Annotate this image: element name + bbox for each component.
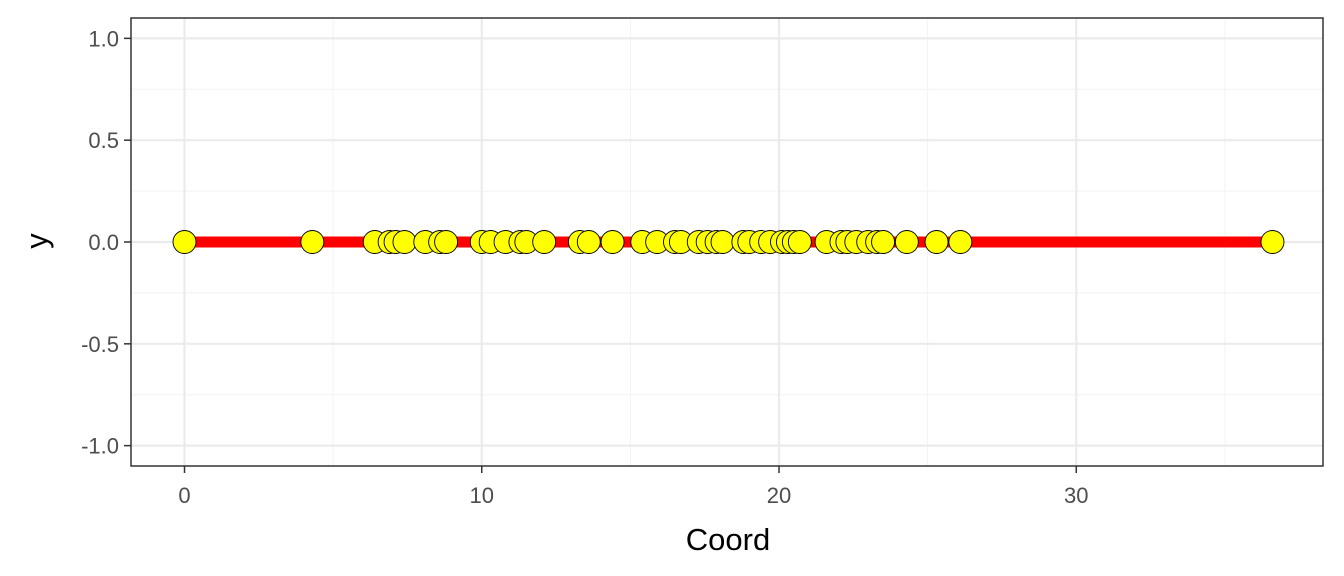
data-point	[300, 230, 325, 254]
data-point	[871, 230, 896, 254]
y-tick-label: -0.5	[81, 332, 119, 357]
data-point	[894, 230, 919, 254]
y-tick-label: -1.0	[81, 434, 119, 459]
data-point	[600, 230, 625, 254]
x-tick-label: 10	[470, 483, 494, 508]
axis-ticks	[124, 37, 1078, 473]
data-point	[576, 230, 601, 254]
y-tick-label: 1.0	[88, 26, 119, 51]
x-axis-title: Coord	[686, 522, 770, 557]
x-axis-tick-labels: 0 10 20 30	[178, 483, 1088, 508]
data-point	[710, 230, 735, 254]
data-point	[787, 230, 812, 254]
x-tick-label: 30	[1064, 483, 1088, 508]
data-point	[948, 230, 973, 254]
y-tick-label: 0.5	[88, 128, 119, 153]
x-tick-label: 0	[178, 483, 190, 508]
data-point	[172, 230, 197, 254]
x-tick-label: 20	[767, 483, 791, 508]
y-axis-tick-labels: -1.0 -0.5 0.0 0.5 1.0	[81, 26, 119, 458]
data-point	[532, 230, 557, 254]
y-axis-title: y	[19, 233, 54, 249]
data-point	[924, 230, 949, 254]
grid-lines	[131, 18, 1323, 466]
data-point	[434, 230, 459, 254]
y-tick-label: 0.0	[88, 230, 119, 255]
data-point	[1260, 230, 1285, 254]
point-series	[172, 230, 1285, 254]
data-point	[392, 230, 417, 254]
